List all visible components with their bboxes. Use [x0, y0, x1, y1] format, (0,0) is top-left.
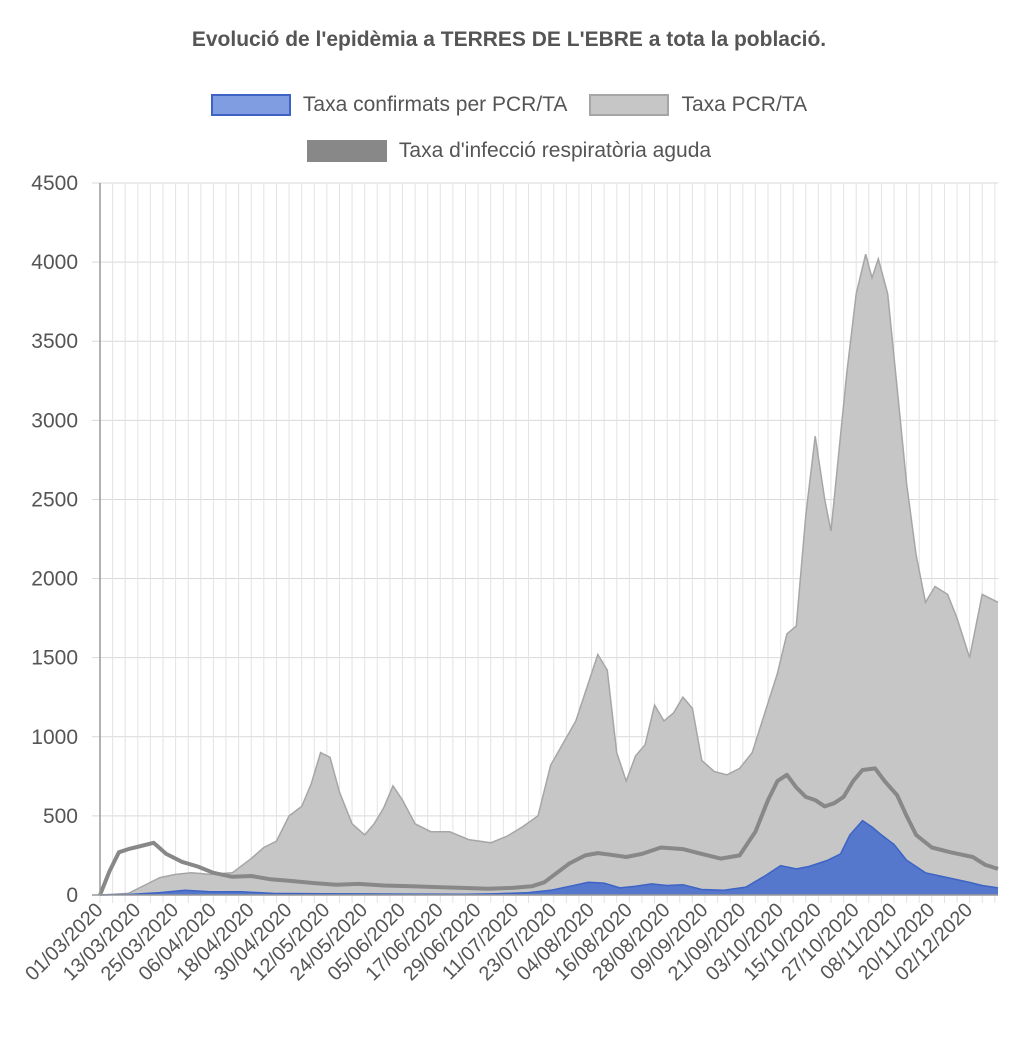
legend-row-2: Taxa d'infecció respiratòria aguda: [0, 139, 1018, 163]
y-tick-label-4: 2000: [31, 568, 78, 591]
y-tick-label-3: 1500: [31, 647, 78, 670]
y-tick-label-6: 3000: [31, 409, 78, 432]
y-tick-label-1: 500: [43, 805, 78, 828]
legend-label-confirmats: Taxa confirmats per PCR/TA: [302, 93, 568, 116]
series-area-1: [100, 254, 998, 895]
y-tick-label-8: 4000: [31, 251, 78, 274]
series-area-0: [100, 820, 998, 895]
legend-swatch-ira: [306, 140, 387, 162]
y-tick-label-0: 0: [66, 884, 78, 907]
series-line-1: [99, 254, 999, 896]
legend-row-1: Taxa confirmats per PCR/TA Taxa PCR/TA: [0, 93, 1018, 117]
series-line-0: [99, 819, 999, 896]
legend-swatch-pcr: [589, 94, 670, 116]
legend-swatch-confirmats: [210, 94, 291, 116]
legend-item-confirmats[interactable]: Taxa confirmats per PCR/TA: [210, 93, 568, 117]
legend-label-pcr: Taxa PCR/TA: [681, 93, 808, 116]
chart-title: Evolució de l'epidèmia a TERRES DE L'EBR…: [191, 28, 827, 51]
y-tick-label-9: 4500: [31, 172, 78, 195]
series-line-2: [98, 766, 999, 896]
legend-label-ira: Taxa d'infecció respiratòria aguda: [398, 139, 712, 162]
y-tick-label-2: 1000: [31, 726, 78, 749]
legend-item-ira[interactable]: Taxa d'infecció respiratòria aguda: [306, 139, 712, 163]
y-tick-label-7: 3500: [31, 330, 78, 353]
y-tick-label-5: 2500: [31, 488, 78, 511]
legend-item-pcr[interactable]: Taxa PCR/TA: [589, 93, 807, 117]
